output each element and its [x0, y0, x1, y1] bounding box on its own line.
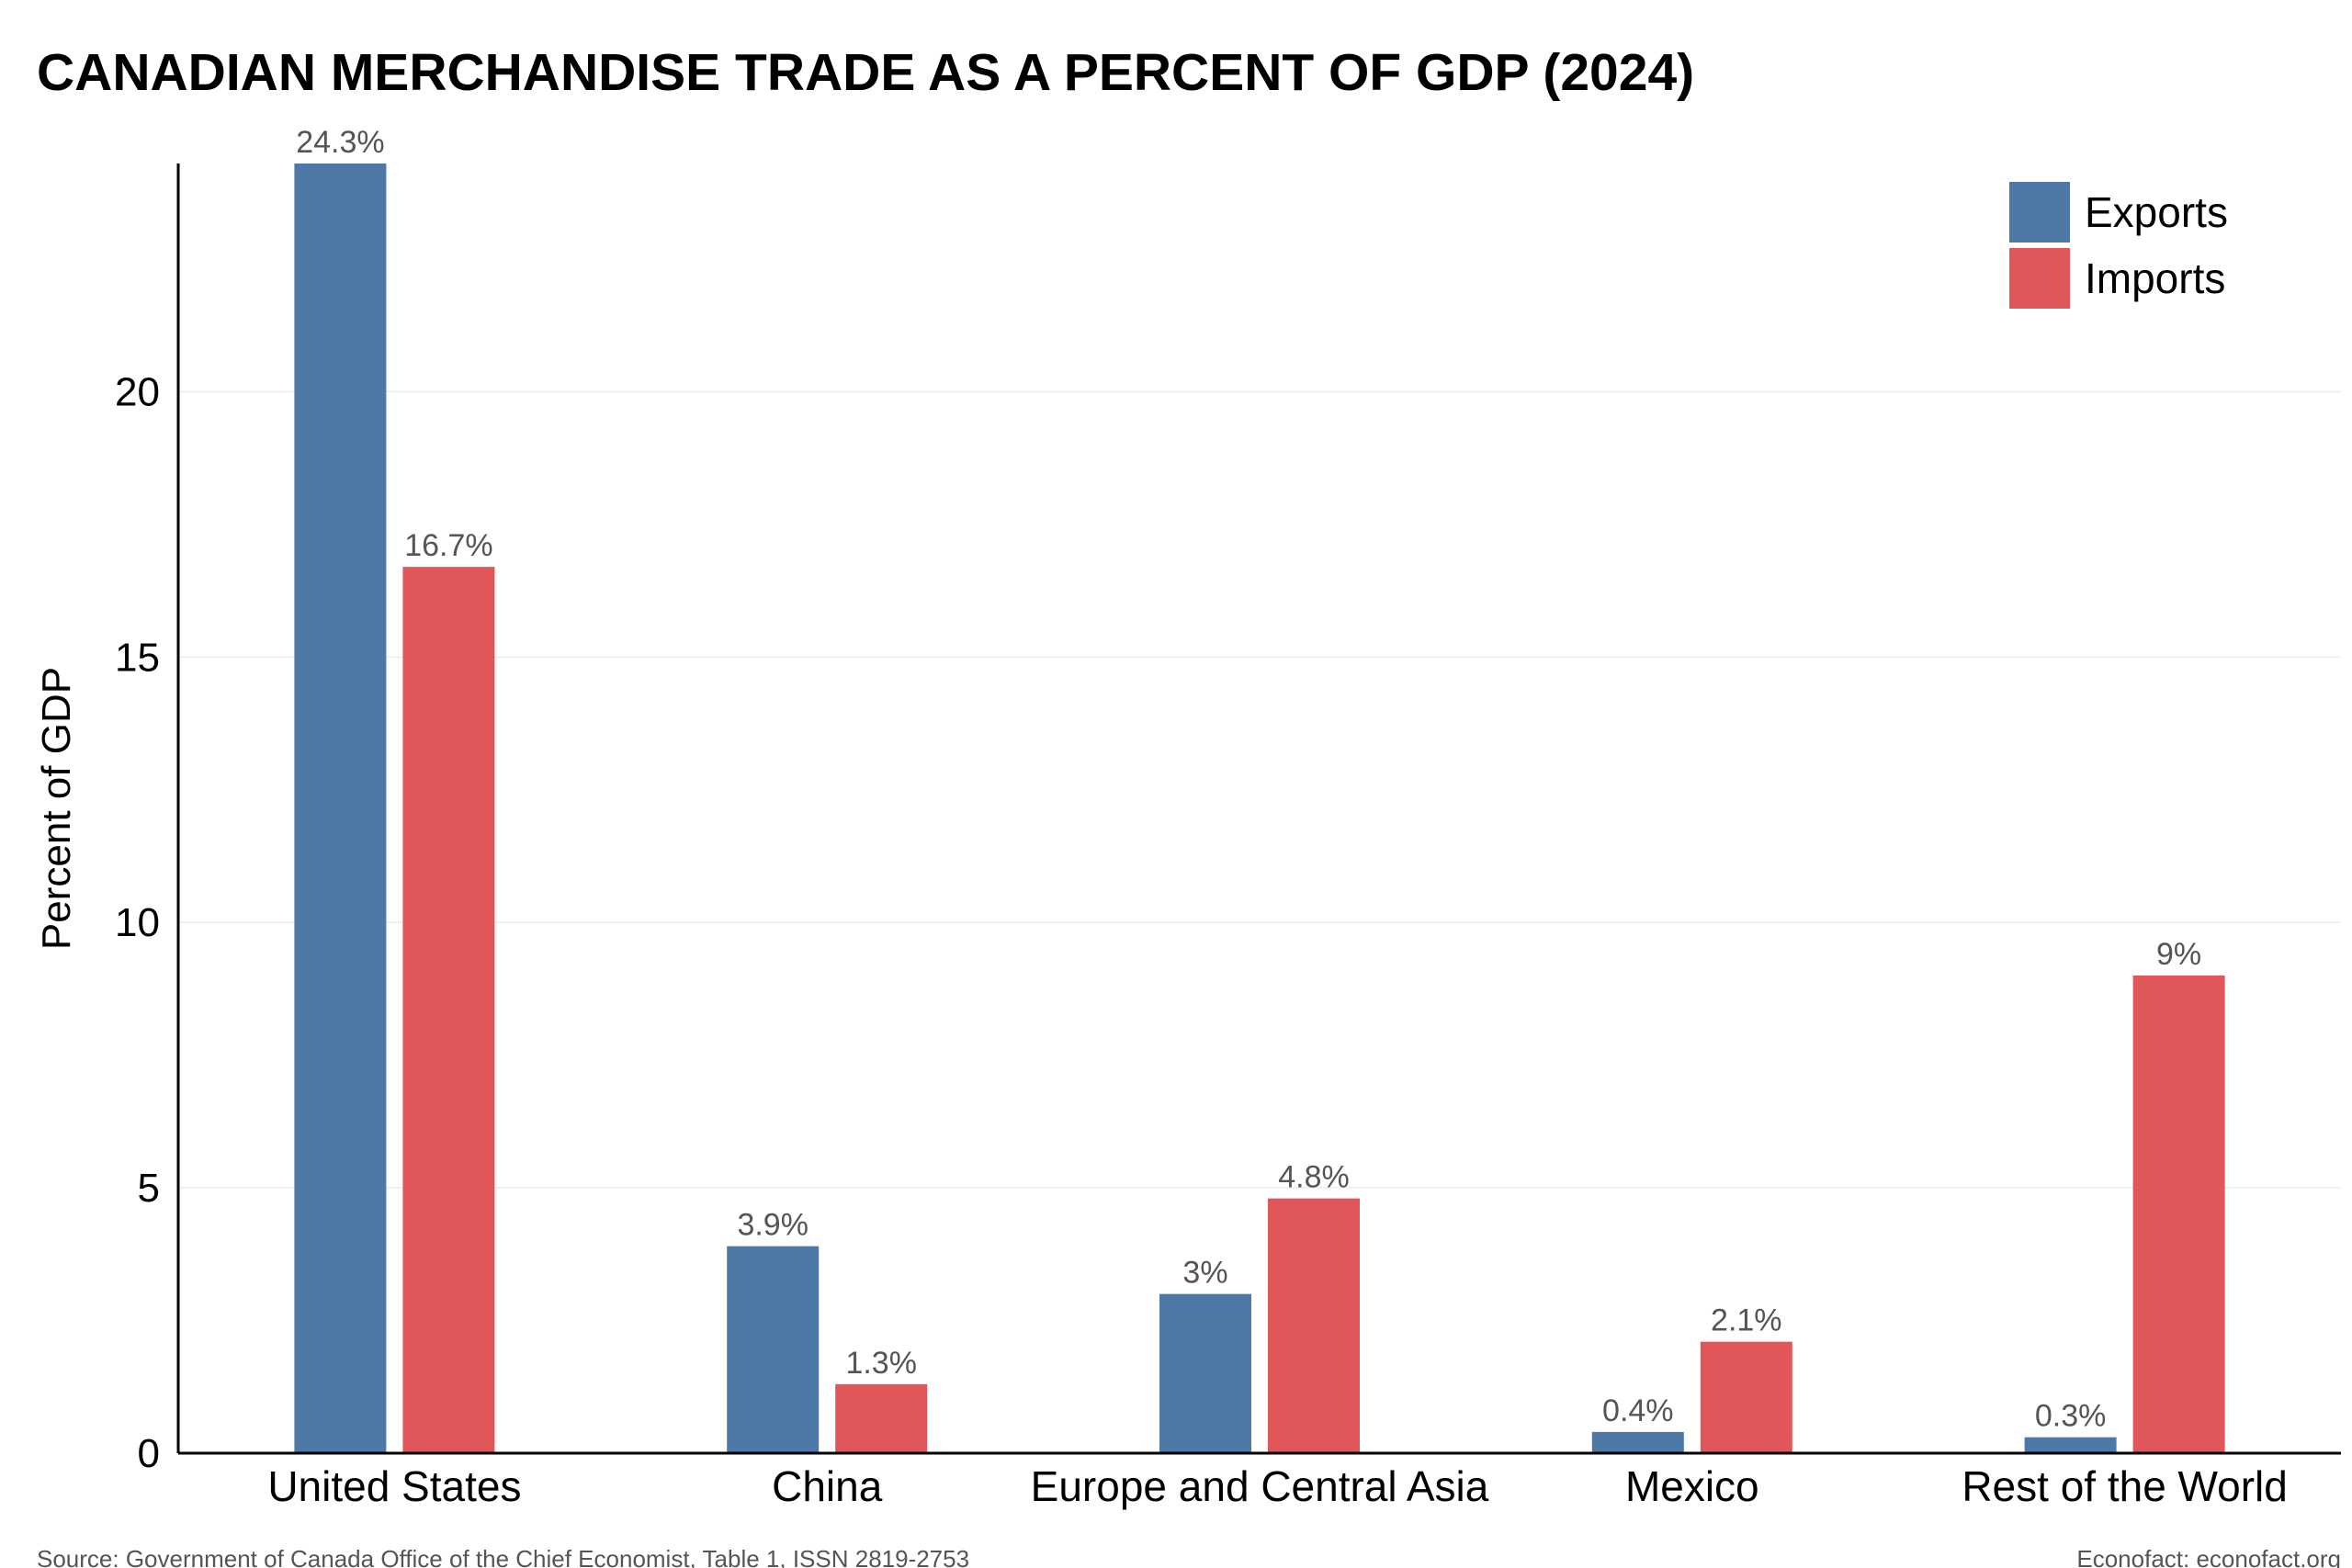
data-label: 4.8% [1278, 1160, 1350, 1195]
bar-exports-europe-and-central-asia [1159, 1293, 1251, 1453]
source-note: Source: Government of Canada Office of t… [37, 1545, 969, 1568]
y-tick-label: 15 [115, 635, 160, 680]
bar-imports-mexico [1700, 1341, 1792, 1453]
legend-label-imports: Imports [2085, 254, 2225, 302]
y-tick-label: 10 [115, 900, 160, 945]
bar-exports-rest-of-the-world [2024, 1437, 2117, 1453]
y-tick-label: 0 [138, 1431, 160, 1476]
data-label: 24.3% [296, 125, 384, 160]
legend: Exports Imports [2009, 182, 2228, 309]
x-tick-label: Rest of the World [1962, 1462, 2288, 1510]
legend-label-exports: Exports [2085, 188, 2228, 236]
bar-exports-mexico [1591, 1431, 1684, 1453]
bars [294, 164, 2225, 1453]
legend-swatch-imports [2009, 248, 2070, 309]
bar-imports-europe-and-central-asia [1268, 1198, 1360, 1453]
y-tick-label: 5 [138, 1166, 160, 1211]
bar-imports-china [835, 1383, 928, 1453]
chart-title: CANADIAN MERCHANDISE TRADE AS A PERCENT … [37, 43, 1694, 102]
data-label: 9% [2156, 937, 2201, 972]
credit-note: Econofact: econofact.org [2076, 1545, 2341, 1568]
value-labels: 24.3% 16.7% 3.9% 1.3% 3% 4.8% 0.4% 2.1% 0.3% 9% [296, 125, 2201, 1434]
data-label: 2.1% [1711, 1303, 1782, 1338]
bar-imports-united-states [402, 567, 495, 1453]
y-tick-label: 20 [115, 369, 160, 414]
data-label: 3.9% [737, 1208, 808, 1243]
x-tick-label: Europe and Central Asia [1031, 1462, 1489, 1510]
x-tick-label: United States [267, 1462, 521, 1510]
data-label: 16.7% [404, 528, 492, 563]
x-tick-label: Mexico [1625, 1462, 1759, 1510]
bar-exports-united-states [294, 164, 387, 1453]
data-label: 3% [1182, 1256, 1227, 1291]
x-axis-categories: United States China Europe and Central Asi… [267, 1462, 2288, 1510]
bar-exports-china [727, 1246, 820, 1453]
data-label: 0.3% [2035, 1399, 2107, 1434]
data-label: 1.3% [845, 1346, 917, 1381]
y-axis-ticks: 0 5 10 15 20 [115, 369, 160, 1476]
gridlines [178, 390, 2341, 1189]
x-tick-label: China [772, 1462, 883, 1510]
bar-imports-rest-of-the-world [2132, 976, 2225, 1453]
legend-swatch-exports [2009, 182, 2070, 243]
data-label: 0.4% [1602, 1393, 1674, 1428]
y-axis-label: Percent of GDP [34, 667, 79, 950]
